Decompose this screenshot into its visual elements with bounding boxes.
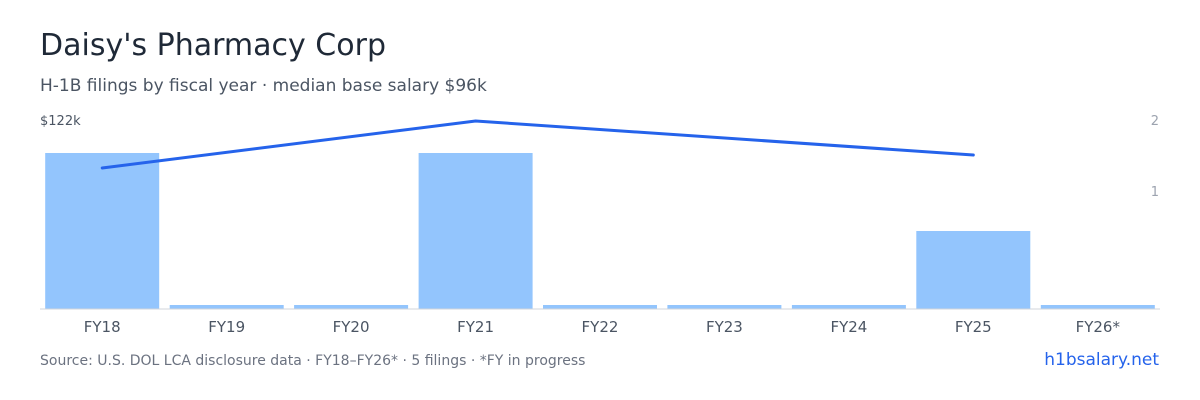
chart-title: Daisy's Pharmacy Corp [40,28,386,63]
right-axis-tick-label: 2 [1151,114,1159,129]
x-tick-label: FY19 [208,318,245,336]
x-tick-label: FY21 [457,318,494,336]
left-axis-max-label: $122k [40,114,81,129]
bar-fy19 [169,305,284,309]
bar-fy24 [791,305,906,309]
bar-fy22 [543,305,657,309]
right-axis-tick-labels: 21 [1151,114,1159,200]
chart-subtitle: H-1B filings by fiscal year · median bas… [40,76,487,96]
site-link[interactable]: h1bsalary.net [1044,350,1159,370]
salary-line-layer [100,119,975,170]
x-tick-label: FY24 [830,318,867,336]
bar-fy20 [294,305,409,309]
x-tick-label: FY25 [955,318,992,336]
bar-fy23 [667,305,782,309]
x-tick-label: FY18 [84,318,121,336]
median-salary-line [100,119,975,170]
right-axis-tick-label: 1 [1151,185,1159,200]
x-tick-label: FY22 [582,318,619,336]
bar-fy25 [916,231,1031,309]
bar-fy18 [45,153,160,309]
bars-layer [45,153,1155,309]
x-tick-label: FY23 [706,318,743,336]
bar-fy26-partial [1040,305,1155,309]
bar-fy21 [418,153,533,309]
x-tick-label: FY20 [333,318,370,336]
source-note: Source: U.S. DOL LCA disclosure data · F… [40,353,586,369]
x-tick-label: FY26* [1076,318,1121,336]
x-tick-labels: FY18 FY19 FY20 FY21 FY22 FY23 FY24 FY25 FY26* [84,318,1121,336]
